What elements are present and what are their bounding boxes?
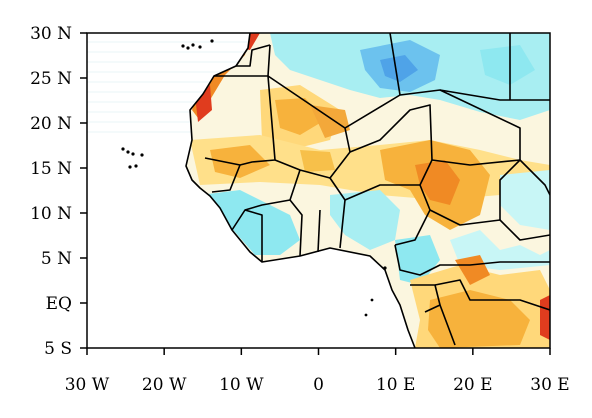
country-borders xyxy=(185,33,550,348)
cyan-region-guinea xyxy=(200,190,300,255)
coastline xyxy=(185,33,416,348)
x-tick-label: 30 E xyxy=(530,375,569,395)
y-tick-label: EQ xyxy=(46,294,72,314)
x-tick-label: 30 W xyxy=(65,375,110,395)
y-tick-label: 25 N xyxy=(30,69,72,89)
x-tick-label: 0 xyxy=(313,375,324,395)
x-tick-label: 10 E xyxy=(376,375,415,395)
y-tick-label: 30 N xyxy=(30,24,72,44)
axis-ticks: 30 W 20 W 10 W 0 10 E 20 E 30 E 30 N 25 N 20 N 15 … xyxy=(30,24,570,395)
y-tick-label: 5 N xyxy=(41,249,72,269)
x-tick-label: 20 E xyxy=(453,375,492,395)
map-frame xyxy=(86,32,551,349)
y-tick-label: 15 N xyxy=(30,159,72,179)
y-tick-label: 10 N xyxy=(30,204,72,224)
x-tick-label: 10 W xyxy=(219,375,264,395)
y-tick-label: 20 N xyxy=(30,114,72,134)
y-tick-label: 5 S xyxy=(44,339,72,359)
islands xyxy=(121,39,387,317)
x-tick-label: 20 W xyxy=(142,375,187,395)
